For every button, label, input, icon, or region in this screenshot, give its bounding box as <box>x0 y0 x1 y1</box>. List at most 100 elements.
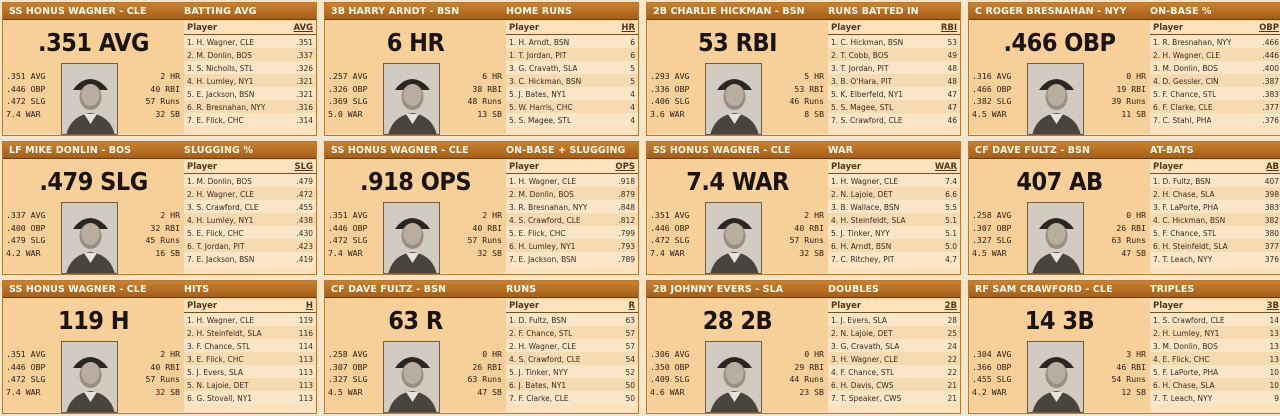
leaderboard-row[interactable]: 5. F. LaPorte, PHA 10 <box>1150 365 1280 378</box>
player-label[interactable]: CF DAVE FULTZ - BSN <box>331 283 447 295</box>
leader-card[interactable]: SS HONUS WAGNER - CLE WAR 7.4 WAR .351 A… <box>646 141 961 275</box>
column-header-stat[interactable]: OBP <box>1259 22 1279 33</box>
leaderboard-row[interactable]: 5. J. Bates, NY1 4 <box>506 87 638 100</box>
leaderboard-row[interactable]: 4. D. Gessler, CIN .387 <box>1150 74 1280 87</box>
leaderboard-row[interactable]: 6. T. Jordan, PIT .423 <box>184 239 316 252</box>
leaderboard-row[interactable]: 6. H. Arndt, BSN 5.0 <box>828 239 960 252</box>
leaderboard-row[interactable]: 3. G. Cravath, SLA 24 <box>828 339 960 352</box>
leaderboard-row[interactable]: 4. F. Chance, STL 22 <box>828 365 960 378</box>
leaderboard-row[interactable]: 2. H. Wagner, CLE .446 <box>1150 48 1280 61</box>
column-header-stat[interactable]: AB <box>1265 161 1279 172</box>
leaderboard-row[interactable]: 5. W. Harris, CHC 4 <box>506 100 638 113</box>
column-header-player[interactable]: Player <box>831 161 862 172</box>
player-label[interactable]: C ROGER BRESNAHAN - NYY <box>975 5 1127 17</box>
player-photo[interactable] <box>61 63 118 135</box>
player-photo[interactable] <box>1027 341 1084 413</box>
column-header-player[interactable]: Player <box>187 300 218 311</box>
player-photo[interactable] <box>705 202 762 274</box>
leaderboard-row[interactable]: 5. E. Flick, CHC .430 <box>184 226 316 239</box>
leaderboard-row[interactable]: 2. F. Chance, STL 57 <box>506 326 638 339</box>
leaderboard-row[interactable]: 1. H. Wagner, CLE .351 <box>184 35 316 48</box>
leaderboard-row[interactable]: 2. H. Chase, SLA 398 <box>1150 187 1280 200</box>
leaderboard-row[interactable]: 3. M. Donlin, BOS 13 <box>1150 339 1280 352</box>
leaderboard-row[interactable]: 1. S. Crawford, CLE 14 <box>1150 313 1280 326</box>
player-label[interactable]: 3B HARRY ARNDT - BSN <box>331 5 460 17</box>
leaderboard-row[interactable]: 5. K. Elberfeld, NY1 47 <box>828 87 960 100</box>
column-header-player[interactable]: Player <box>509 300 540 311</box>
leaderboard-row[interactable]: 3. F. LaPorte, PHA 383 <box>1150 200 1280 213</box>
leaderboard-row[interactable]: 7. T. Speaker, CWS 21 <box>828 391 960 404</box>
leaderboard-row[interactable]: 2. M. Donlin, BOS .337 <box>184 48 316 61</box>
leaderboard-row[interactable]: 3. S. Crawford, CLE .455 <box>184 200 316 213</box>
player-label[interactable]: LF MIKE DONLIN - BOS <box>9 144 132 156</box>
leaderboard-row[interactable]: 3. R. Bresnahan, NYY .848 <box>506 200 638 213</box>
leaderboard-row[interactable]: 6. J. Bates, NY1 50 <box>506 378 638 391</box>
leader-card[interactable]: C ROGER BRESNAHAN - NYY ON-BASE % .466 O… <box>968 2 1280 136</box>
player-photo[interactable] <box>61 341 118 413</box>
leaderboard-row[interactable]: 7. E. Flick, CHC .314 <box>184 113 316 126</box>
leaderboard-row[interactable]: 2. N. Lajoie, DET 6.6 <box>828 187 960 200</box>
leaderboard-row[interactable]: 3. M. Donlin, BOS .400 <box>1150 61 1280 74</box>
leader-card[interactable]: CF DAVE FULTZ - BSN AT-BATS 407 AB .258 … <box>968 141 1280 275</box>
leaderboard-row[interactable]: 3. H. Wagner, CLE 22 <box>828 352 960 365</box>
column-header-player[interactable]: Player <box>509 161 540 172</box>
player-photo[interactable] <box>705 63 762 135</box>
leaderboard-row[interactable]: 2. N. Lajoie, DET 25 <box>828 326 960 339</box>
column-header-player[interactable]: Player <box>1153 161 1184 172</box>
player-photo[interactable] <box>705 341 762 413</box>
leaderboard-row[interactable]: 5. E. Flick, CHC .799 <box>506 226 638 239</box>
leaderboard-row[interactable]: 3. B. Wallace, BSN 5.5 <box>828 200 960 213</box>
leaderboard-row[interactable]: 3. G. Cravath, SLA 5 <box>506 61 638 74</box>
leaderboard-row[interactable]: 6. H. Davis, CWS 21 <box>828 378 960 391</box>
leader-card[interactable]: LF MIKE DONLIN - BOS SLUGGING % .479 SLG… <box>2 141 317 275</box>
leaderboard-row[interactable]: 3. E. Flick, CHC 113 <box>184 352 316 365</box>
player-label[interactable]: 2B CHARLIE HICKMAN - BSN <box>653 5 805 17</box>
column-header-stat[interactable]: 2B <box>944 300 957 311</box>
leader-card[interactable]: SS HONUS WAGNER - CLE ON-BASE + SLUGGING… <box>324 141 639 275</box>
leaderboard-row[interactable]: 5. S. Magee, STL 47 <box>828 100 960 113</box>
player-label[interactable]: SS HONUS WAGNER - CLE <box>9 283 147 295</box>
column-header-stat[interactable]: WAR <box>934 161 957 172</box>
leaderboard-row[interactable]: 3. B. O'Hara, PIT 48 <box>828 74 960 87</box>
leader-card[interactable]: RF SAM CRAWFORD - CLE TRIPLES 14 3B .304… <box>968 280 1280 414</box>
leaderboard-row[interactable]: 1. J. Evers, SLA 28 <box>828 313 960 326</box>
leaderboard-row[interactable]: 7. E. Jackson, BSN .789 <box>506 252 638 265</box>
column-header-player[interactable]: Player <box>1153 300 1184 311</box>
leaderboard-row[interactable]: 3. T. Jordan, PIT 48 <box>828 61 960 74</box>
column-header-stat[interactable]: RBI <box>940 22 957 33</box>
column-header-player[interactable]: Player <box>1153 22 1184 33</box>
leaderboard-row[interactable]: 1. M. Donlin, BOS .479 <box>184 174 316 187</box>
leaderboard-row[interactable]: 1. D. Fultz, BSN 407 <box>1150 174 1280 187</box>
player-photo[interactable] <box>1027 63 1084 135</box>
column-header-player[interactable]: Player <box>187 161 218 172</box>
leaderboard-row[interactable]: 5. F. Chance, STL 380 <box>1150 226 1280 239</box>
player-label[interactable]: SS HONUS WAGNER - CLE <box>331 144 469 156</box>
leaderboard-row[interactable]: 5. J. Tinker, NYY 5.1 <box>828 226 960 239</box>
player-label[interactable]: SS HONUS WAGNER - CLE <box>653 144 791 156</box>
column-header-stat[interactable]: R <box>628 300 635 311</box>
leaderboard-row[interactable]: 1. H. Wagner, CLE 119 <box>184 313 316 326</box>
leaderboard-row[interactable]: 5. J. Tinker, NYY 52 <box>506 365 638 378</box>
leaderboard-row[interactable]: 2. H. Wagner, CLE .472 <box>184 187 316 200</box>
leaderboard-row[interactable]: 4. S. Crawford, CLE .812 <box>506 213 638 226</box>
player-photo[interactable] <box>383 341 440 413</box>
player-label[interactable]: SS HONUS WAGNER - CLE <box>9 5 147 17</box>
leaderboard-row[interactable]: 5. E. Jackson, BSN .321 <box>184 87 316 100</box>
column-header-stat[interactable]: H <box>305 300 313 311</box>
player-photo[interactable] <box>1027 202 1084 274</box>
leaderboard-row[interactable]: 1. R. Bresnahan, NYY .466 <box>1150 35 1280 48</box>
column-header-stat[interactable]: AVG <box>293 22 313 33</box>
leaderboard-row[interactable]: 4. C. Hickman, BSN 382 <box>1150 213 1280 226</box>
leaderboard-row[interactable]: 2. H. Wagner, CLE 57 <box>506 339 638 352</box>
column-header-player[interactable]: Player <box>831 300 862 311</box>
column-header-stat[interactable]: HR <box>621 22 635 33</box>
leader-card[interactable]: SS HONUS WAGNER - CLE HITS 119 H .351 AV… <box>2 280 317 414</box>
leaderboard-row[interactable]: 1. C. Hickman, BSN 53 <box>828 35 960 48</box>
player-label[interactable]: RF SAM CRAWFORD - CLE <box>975 283 1113 295</box>
column-header-stat[interactable]: SLG <box>294 161 313 172</box>
leaderboard-row[interactable]: 2. H. Steinfeldt, SLA 116 <box>184 326 316 339</box>
player-label[interactable]: 2B JOHNNY EVERS - SLA <box>653 283 784 295</box>
leaderboard-row[interactable]: 1. H. Arndt, BSN 6 <box>506 35 638 48</box>
leader-card[interactable]: 3B HARRY ARNDT - BSN HOME RUNS 6 HR .257… <box>324 2 639 136</box>
leaderboard-row[interactable]: 4. H. Lumley, NY1 .438 <box>184 213 316 226</box>
